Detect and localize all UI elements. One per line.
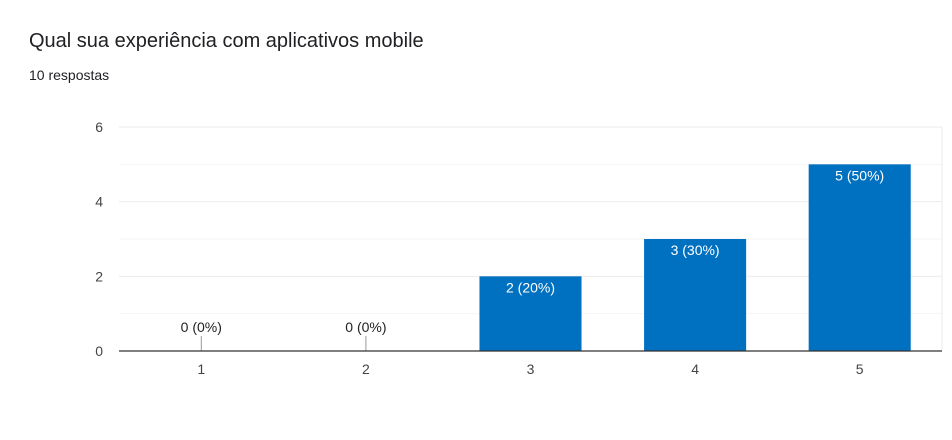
label-layer: 0 (0%) 0 (0%) 2 (20%) 3 (30%) 5 (50%): [181, 167, 885, 335]
x-tick-label: 4: [691, 361, 699, 377]
grid-layer: [119, 126, 943, 351]
bar-3: [479, 276, 582, 351]
y-tick-label: 6: [95, 119, 103, 135]
y-tick-label: 4: [95, 194, 103, 210]
data-label-1: 0 (0%): [181, 319, 222, 335]
data-label-5: 5 (50%): [835, 167, 884, 183]
bar-5: [808, 164, 911, 351]
axis-layer: 0 2 4 6 1 2 3 4 5: [95, 119, 942, 377]
x-tick-label: 5: [856, 361, 864, 377]
bar-layer: [200, 164, 911, 351]
x-tick-label: 2: [362, 361, 370, 377]
response-count: 10 respostas: [29, 67, 110, 83]
data-label-2: 0 (0%): [345, 319, 386, 335]
x-tick-label: 1: [197, 361, 205, 377]
chart-title: Qual sua experiência com aplicativos mob…: [29, 30, 424, 52]
y-tick-label: 0: [95, 343, 103, 359]
data-label-3: 2 (20%): [506, 279, 555, 295]
x-tick-label: 3: [527, 361, 535, 377]
data-label-4: 3 (30%): [671, 242, 720, 258]
y-tick-label: 2: [95, 268, 103, 284]
bar-4: [644, 239, 747, 351]
